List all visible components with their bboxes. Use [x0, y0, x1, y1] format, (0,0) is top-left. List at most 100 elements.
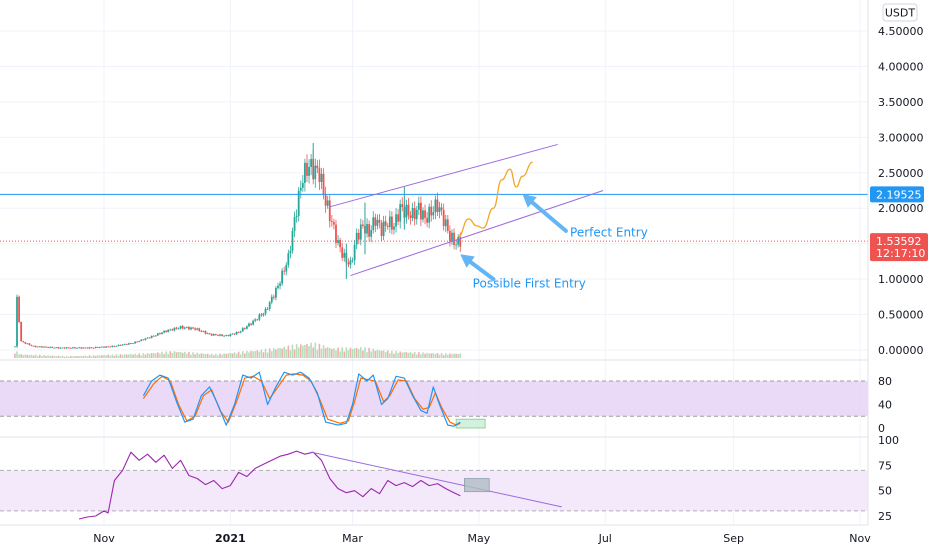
candle-body: [448, 230, 451, 242]
candle-body: [219, 334, 221, 336]
volume-bar: [146, 353, 149, 358]
candle-body: [436, 199, 439, 212]
candle-body: [330, 221, 333, 223]
currency-badge[interactable]: USDT: [882, 3, 918, 22]
candle-body: [161, 332, 163, 334]
candle-body: [430, 206, 433, 216]
volume-bar: [455, 353, 457, 358]
volume-bar: [196, 352, 199, 358]
candle-body: [411, 207, 414, 218]
time-tick-label: May: [468, 532, 491, 545]
candle-body: [401, 204, 404, 208]
candle-body: [446, 219, 449, 231]
drawing-overlays[interactable]: Perfect Entry Possible First Entry: [0, 143, 868, 291]
price-tick-label: 4.50000: [878, 25, 924, 38]
volume-bar: [295, 344, 298, 358]
candle-body: [78, 347, 81, 349]
volume-bar: [374, 350, 377, 358]
candle-body: [156, 333, 159, 336]
candle-body: [384, 221, 387, 226]
candle-body: [214, 334, 217, 335]
price-tick-label: 3.00000: [878, 131, 924, 144]
volume-bar: [289, 350, 292, 358]
volume-bar: [86, 356, 89, 358]
stochastic-pane: [0, 371, 868, 429]
volume-bar: [198, 353, 201, 358]
candle-body: [92, 347, 95, 349]
currency-label: USDT: [885, 7, 916, 20]
candle-body: [221, 334, 223, 336]
volume-bar: [262, 352, 265, 358]
volume-bar: [219, 353, 221, 358]
volume-bar: [215, 354, 217, 358]
time-axis[interactable]: Nov 2021 Mar May Jul Sep Nov: [93, 532, 871, 545]
volume-bar: [227, 353, 230, 358]
candle-body: [246, 326, 248, 329]
volume-bar: [391, 350, 393, 358]
volume-bar: [322, 345, 325, 358]
candle-body: [413, 207, 416, 220]
candle-body: [173, 327, 176, 331]
candle-body: [335, 224, 337, 243]
candle-body: [171, 329, 174, 331]
candle-body: [202, 331, 205, 332]
candle-body: [132, 343, 134, 345]
candle-body: [94, 346, 97, 348]
volume-bar: [349, 347, 352, 358]
volume-bar: [74, 356, 76, 358]
candle-body: [451, 232, 453, 242]
candle-body: [130, 343, 132, 344]
candle-body: [301, 182, 304, 188]
volume-bar: [372, 348, 375, 358]
volume-bar: [324, 348, 327, 358]
volume-bar: [355, 348, 358, 358]
candle-body: [388, 216, 391, 227]
candle-body: [324, 194, 327, 206]
candle-body: [227, 335, 230, 337]
candle-body: [426, 217, 429, 223]
candle-body: [239, 331, 242, 333]
volume-bar: [357, 349, 360, 358]
candle-body: [254, 319, 257, 321]
volume-bar: [376, 349, 379, 358]
candle-body: [223, 335, 226, 337]
volume-bar: [438, 354, 441, 358]
volume-bar: [57, 355, 60, 358]
candle-body: [175, 327, 178, 329]
candle-body: [233, 333, 236, 335]
projection-path: [457, 161, 533, 238]
volume-bar: [38, 354, 41, 358]
candle-body: [308, 166, 310, 176]
volume-bar: [320, 348, 323, 358]
candle-body: [316, 165, 319, 169]
volume-bar: [389, 353, 391, 358]
candle-body: [368, 224, 371, 237]
volume-bar: [453, 353, 455, 358]
time-tick-label: Sep: [723, 532, 744, 545]
volume-bar: [26, 354, 29, 358]
time-tick-label: 2021: [215, 532, 246, 545]
volume-bar: [244, 353, 246, 358]
volume-bar: [246, 350, 248, 358]
volume-bar: [20, 354, 22, 358]
price-tick-label: 4.00000: [878, 60, 924, 73]
volume-bar: [345, 347, 348, 358]
candle-body: [63, 347, 66, 349]
stoch-tick-label: 40: [878, 399, 892, 412]
volume-bar: [179, 351, 182, 358]
volume-bar: [422, 352, 424, 358]
volume-bar: [59, 356, 62, 358]
candle-body: [235, 332, 238, 335]
volume-bar: [360, 347, 362, 358]
volume-bar: [173, 351, 176, 358]
candle-body: [146, 337, 149, 339]
candle-body: [98, 347, 101, 348]
volume-bar: [63, 356, 66, 358]
volume-bar: [161, 351, 163, 358]
candle-body: [393, 226, 395, 230]
volume-bar: [299, 344, 302, 358]
level-badge: [870, 186, 924, 203]
volume-bar: [165, 351, 167, 358]
volume-bar: [210, 353, 213, 358]
